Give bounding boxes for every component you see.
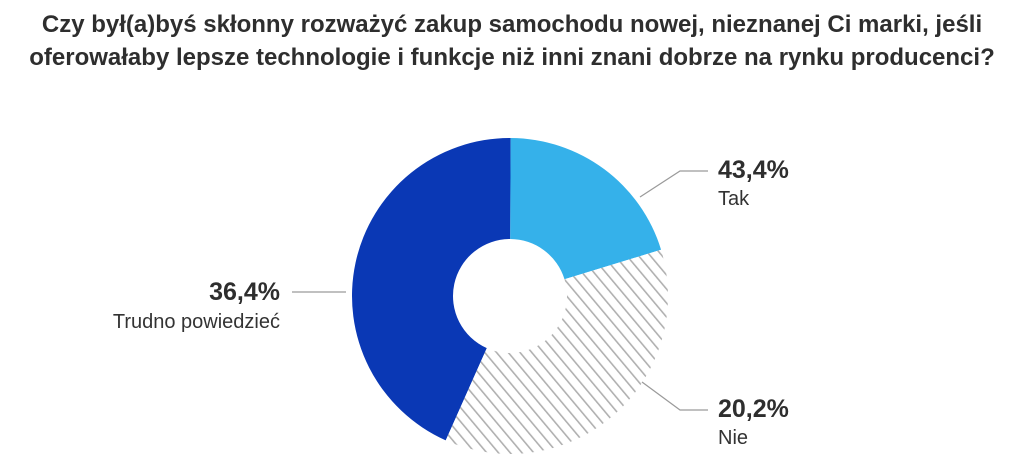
chart-title: Czy był(a)byś skłonny rozważyć zakup sam… — [29, 11, 995, 71]
data-label-category: Tak — [718, 188, 750, 210]
donut-callouts: 43,4% Tak 20,2% Nie 36,4% Trudno powiedzieć — [113, 156, 789, 449]
slice-trudno-powiedzieć — [445, 249, 668, 454]
data-label-category: Trudno powiedzieć — [113, 311, 280, 333]
callout-line — [639, 170, 708, 198]
donut-slices — [351, 138, 668, 454]
data-label-category: Nie — [718, 427, 748, 449]
callout-line — [641, 381, 708, 411]
slice-nie — [510, 138, 662, 280]
slice-tak — [351, 138, 511, 441]
data-label-value: 43,4% — [718, 156, 789, 184]
data-label-value: 36,4% — [209, 278, 280, 306]
data-label-value: 20,2% — [718, 395, 789, 423]
